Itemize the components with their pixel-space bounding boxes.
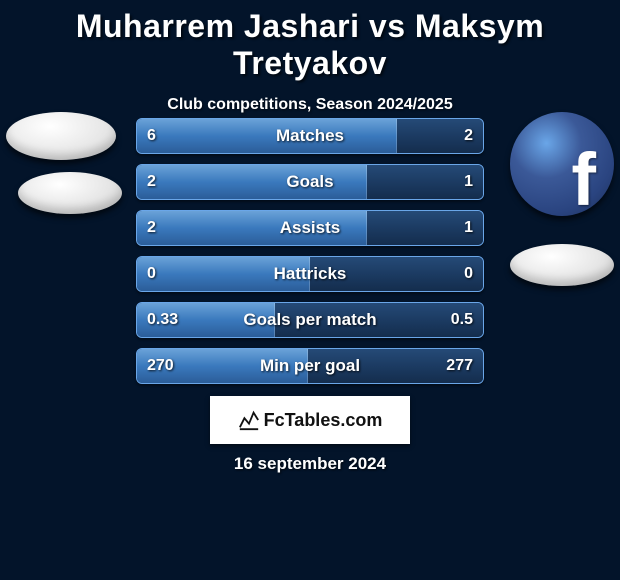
stat-label: Assists bbox=[137, 218, 483, 238]
stat-right-value: 1 bbox=[464, 219, 473, 237]
logo-text: FcTables.com bbox=[264, 410, 383, 431]
player-left-avatar-icon bbox=[6, 112, 116, 160]
stat-label: Matches bbox=[137, 126, 483, 146]
stat-right-value: 2 bbox=[464, 127, 473, 145]
fctables-logo[interactable]: FcTables.com bbox=[210, 396, 410, 444]
stat-row: 2Assists1 bbox=[136, 210, 484, 246]
stat-label: Goals per match bbox=[137, 310, 483, 330]
stat-right-value: 1 bbox=[464, 173, 473, 191]
date-label: 16 september 2024 bbox=[0, 454, 620, 474]
stat-right-value: 277 bbox=[446, 357, 473, 375]
player-right-team-icon bbox=[510, 244, 614, 286]
page-title: Muharrem Jashari vs Maksym Tretyakov bbox=[0, 0, 620, 82]
stats-comparison-chart: 6Matches22Goals12Assists10Hattricks00.33… bbox=[136, 118, 484, 394]
stat-row: 0Hattricks0 bbox=[136, 256, 484, 292]
player-right bbox=[510, 112, 614, 286]
chart-icon bbox=[238, 409, 260, 431]
player-left bbox=[6, 112, 122, 214]
stat-label: Hattricks bbox=[137, 264, 483, 284]
facebook-icon[interactable] bbox=[510, 112, 614, 216]
player-left-team-icon bbox=[18, 172, 122, 214]
stat-row: 270Min per goal277 bbox=[136, 348, 484, 384]
stat-row: 6Matches2 bbox=[136, 118, 484, 154]
stat-row: 2Goals1 bbox=[136, 164, 484, 200]
stat-label: Goals bbox=[137, 172, 483, 192]
stat-right-value: 0 bbox=[464, 265, 473, 283]
stat-row: 0.33Goals per match0.5 bbox=[136, 302, 484, 338]
stat-label: Min per goal bbox=[137, 356, 483, 376]
stat-right-value: 0.5 bbox=[451, 311, 473, 329]
